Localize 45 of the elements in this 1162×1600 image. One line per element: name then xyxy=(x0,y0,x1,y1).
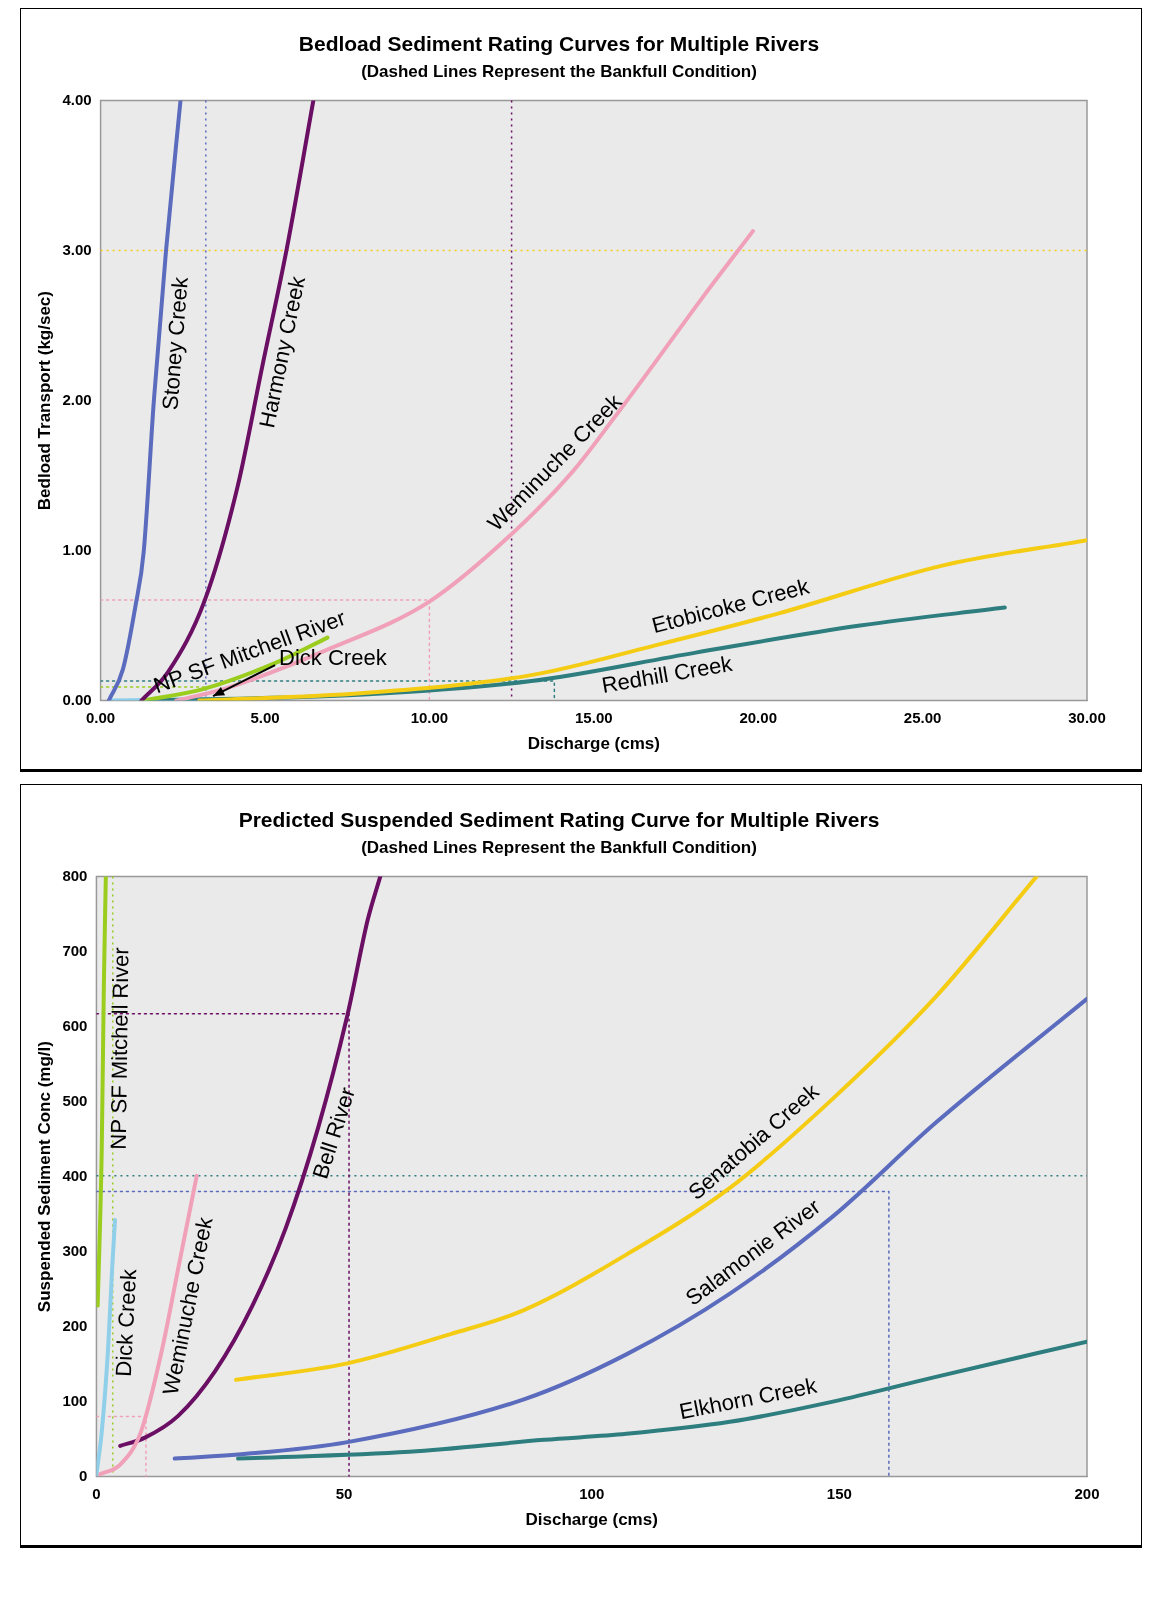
x-tick-label: 30.00 xyxy=(1068,708,1106,726)
chart-title: Bedload Sediment Rating Curves for Multiple Rivers xyxy=(298,32,820,56)
x-tick-label: 25.00 xyxy=(903,708,942,726)
x-tick-label: 20.00 xyxy=(739,708,777,726)
chart-title: Predicted Suspended Sediment Rating Curve for Multiple Rivers xyxy=(238,808,880,832)
text: Dick Creek xyxy=(110,1267,142,1378)
text: Weminuche Creek xyxy=(157,1214,218,1397)
y-tick-label: 200 xyxy=(62,1316,88,1334)
text: Bell River xyxy=(307,1084,361,1182)
x-tick-label: 100 xyxy=(579,1484,605,1502)
y-tick-label: 3.00 xyxy=(62,240,92,258)
y-tick-label: 300 xyxy=(62,1241,88,1259)
x-tick-label: 150 xyxy=(826,1484,852,1502)
y-tick-label: 0 xyxy=(79,1466,88,1484)
y-tick-label: 100 xyxy=(62,1391,88,1409)
line-series xyxy=(236,1339,1087,1461)
chart-subtitle: (Dashed Lines Represent the Bankfull Condition) xyxy=(361,838,757,858)
x-tick-label: 50 xyxy=(335,1484,353,1502)
line-series xyxy=(96,876,108,1308)
chart-subtitle: (Dashed Lines Represent the Bankfull Condition) xyxy=(361,62,757,82)
y-axis-title: Suspended Sediment Conc (mg/l) xyxy=(34,1041,54,1313)
x-tick-label: 10.00 xyxy=(410,708,449,726)
x-tick-label: 200 xyxy=(1074,1484,1100,1502)
x-tick-label: 5.00 xyxy=(250,708,280,726)
text: Stoney Creek xyxy=(157,275,194,411)
text: Redhill Creek xyxy=(599,650,736,698)
y-tick-label: 4.00 xyxy=(62,90,92,108)
y-tick-label: 2.00 xyxy=(62,390,92,408)
y-tick-label: 600 xyxy=(62,1016,88,1034)
y-tick-label: 500 xyxy=(62,1091,88,1109)
x-tick-label: 15.00 xyxy=(575,708,613,726)
text: Harmony Creek xyxy=(254,273,311,430)
y-tick-label: 1.00 xyxy=(62,540,92,558)
text: NP SF Mitchell River xyxy=(105,947,134,1150)
line-series xyxy=(96,1218,117,1477)
x-tick-label: 0.00 xyxy=(85,708,116,726)
text: Elkhorn Creek xyxy=(677,1372,820,1425)
x-axis-title: Discharge (cms) xyxy=(525,1510,658,1530)
y-tick-label: 800 xyxy=(62,866,88,884)
text: Etobicoke Creek xyxy=(649,573,813,639)
y-tick-label: 400 xyxy=(62,1166,88,1184)
y-tick-label: 0.00 xyxy=(62,690,92,708)
y-axis-title: Bedload Transport (kg/sec) xyxy=(34,291,54,511)
y-tick-label: 700 xyxy=(62,941,88,959)
x-axis-title: Discharge (cms) xyxy=(527,734,660,754)
